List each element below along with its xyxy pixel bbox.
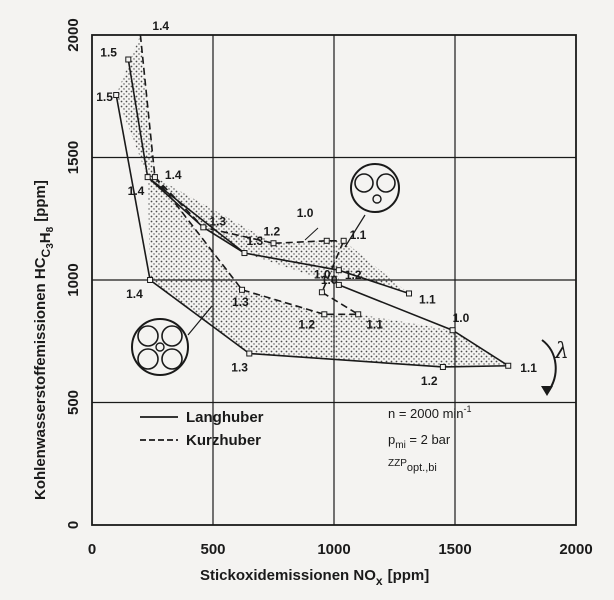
data-point [449, 327, 456, 334]
chamber-leader-line [344, 214, 366, 248]
fill-regions [116, 35, 509, 367]
chamber-icon-langhuber [131, 305, 213, 376]
data-label: 1.2 [345, 268, 362, 282]
y-tick-label: 0 [65, 521, 82, 529]
data-point [335, 281, 342, 288]
x-tick-label: 2000 [559, 541, 592, 558]
data-point [147, 277, 154, 283]
data-label: 1.3 [209, 214, 226, 228]
data-point [406, 290, 413, 297]
data-label: 1.2 [264, 224, 281, 238]
data-point [125, 56, 132, 63]
data-point [144, 174, 151, 181]
data-label: 1.0 [453, 311, 470, 325]
data-point [246, 350, 253, 357]
x-axis-title: Stickoxidemissionen NOx [ppm] [200, 567, 429, 588]
data-label: 1.4 [152, 19, 169, 33]
data-point [323, 237, 330, 244]
data-point [355, 311, 362, 318]
data-label: 1.4 [165, 168, 182, 182]
data-label: 1.0 [297, 206, 314, 220]
data-point [439, 363, 446, 370]
data-label: 1.2 [298, 317, 315, 331]
legend-label-kurzhuber: Kurzhuber [186, 432, 261, 449]
data-point [270, 240, 277, 247]
data-point [113, 92, 120, 99]
legend: Langhuber Kurzhuber [140, 409, 264, 449]
y-tick-label: 1500 [65, 141, 82, 174]
data-label: 1.3 [246, 234, 263, 248]
operating-conditions: n = 2000 min-1 pmi = 2 bar ZZPopt.,bi [388, 404, 472, 474]
plot-area: 1.51.51.41.41.31.31.31.21.21.01.11.01.11… [91, 19, 577, 526]
data-points [113, 56, 512, 370]
data-point [321, 311, 328, 318]
point-labels: 1.51.51.41.41.31.31.31.21.21.01.11.01.11… [96, 19, 537, 388]
data-label: 1.5 [96, 90, 113, 104]
lambda-arrow [541, 339, 557, 393]
data-label: 1.4 [126, 287, 143, 301]
data-label: 1.1 [419, 292, 436, 306]
data-label: 1.3 [232, 295, 249, 309]
data-point [318, 289, 325, 296]
data-point [151, 174, 158, 181]
chamber-icon-kurzhuber [344, 163, 400, 248]
condition-speed: n = 2000 min-1 [388, 404, 472, 421]
condition-pressure: pmi = 2 bar [388, 432, 451, 451]
tick-labels: 0 500 1000 1500 2000 0 500 1000 1500 2000 [65, 18, 593, 558]
data-point [200, 224, 207, 231]
y-tick-label: 1000 [65, 263, 82, 296]
data-label: 1.1 [520, 361, 537, 375]
x-tick-label: 500 [200, 541, 225, 558]
data-label: 1.1 [350, 228, 367, 242]
x-tick-label: 1500 [438, 541, 471, 558]
data-label: 1.0 [321, 273, 338, 287]
dotted-band [116, 35, 509, 367]
y-axis-title: Kohlenwasserstoffemissionen HCC3H8[ppm] [32, 180, 56, 500]
chamber-leader-line [187, 305, 213, 336]
series-line-kurzhuber [154, 176, 344, 245]
data-label: 1.5 [100, 46, 117, 60]
data-label: 1.4 [128, 184, 145, 198]
data-label: 1.2 [421, 374, 438, 388]
y-tick-label: 500 [65, 390, 82, 415]
data-label: 1.1 [366, 317, 383, 331]
data-point [239, 286, 246, 293]
condition-ignition: ZZPopt.,bi [388, 458, 437, 474]
data-label: 1.0 [314, 267, 331, 281]
lambda-arrow-head [541, 386, 553, 396]
data-point [340, 237, 347, 244]
x-tick-label: 0 [88, 541, 96, 558]
data-label: 1.3 [231, 361, 248, 375]
data-point [241, 250, 248, 257]
data-point [505, 362, 512, 369]
lambda-symbol: λ [554, 339, 569, 364]
dotted-band [154, 177, 410, 294]
lambda-indicator: λ [541, 339, 569, 396]
arrow-to-point-1-0 [304, 227, 319, 241]
y-tick-label: 2000 [65, 18, 82, 51]
x-tick-label: 1000 [317, 541, 350, 558]
legend-label-langhuber: Langhuber [186, 409, 264, 426]
data-point [335, 267, 342, 274]
